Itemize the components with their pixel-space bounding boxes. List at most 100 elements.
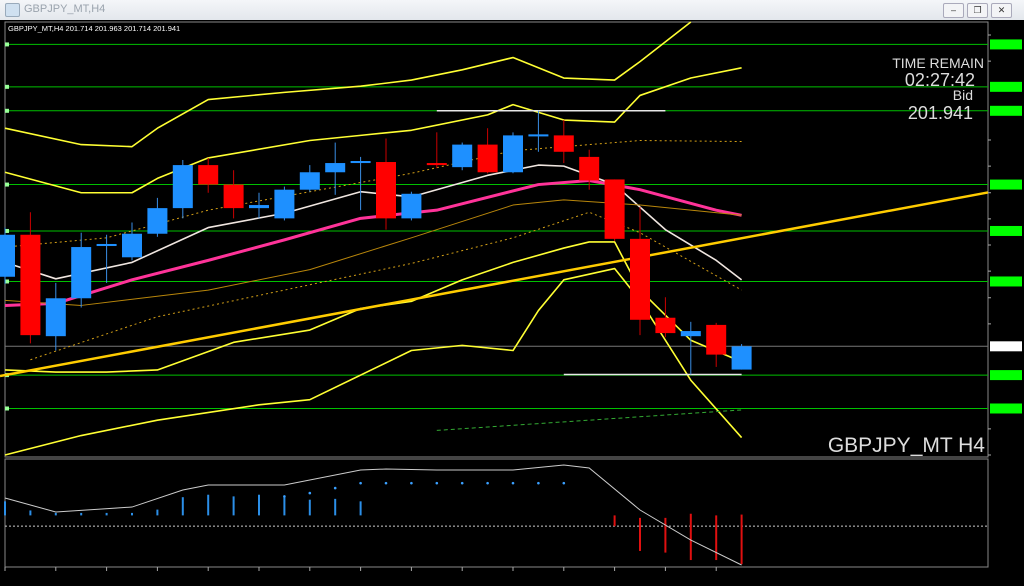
macd-signal-dot xyxy=(537,481,540,485)
candle xyxy=(452,142,473,171)
candle-body xyxy=(477,144,498,173)
candle xyxy=(45,282,66,351)
candle-body xyxy=(299,172,320,190)
candle xyxy=(147,197,168,237)
close-button[interactable]: ✕ xyxy=(991,3,1012,18)
minimize-button[interactable]: – xyxy=(943,3,964,18)
candle xyxy=(0,227,15,284)
candle-body xyxy=(122,233,142,258)
level-anchor xyxy=(5,182,9,187)
candle xyxy=(426,132,447,169)
candle xyxy=(350,156,371,211)
chart-window-icon xyxy=(5,3,20,17)
candle-body xyxy=(401,193,422,219)
bid-value: 201.941 xyxy=(908,103,973,123)
candle-body xyxy=(249,205,269,209)
candle xyxy=(20,212,41,344)
candle xyxy=(223,170,244,219)
level-anchor xyxy=(5,228,9,233)
candle-body xyxy=(20,234,41,336)
candle-body xyxy=(452,144,473,168)
candle-body xyxy=(604,179,625,239)
indicator-band-line xyxy=(4,66,742,194)
trendline xyxy=(0,191,989,378)
candle xyxy=(706,322,727,367)
candle xyxy=(579,149,600,190)
bid-label: Bid xyxy=(953,87,973,103)
level-anchor xyxy=(5,406,9,411)
candle-body xyxy=(71,247,92,299)
candle-body xyxy=(147,208,168,234)
candle xyxy=(655,297,676,338)
candle xyxy=(249,192,269,219)
candle-body xyxy=(503,135,523,173)
level-price-tag xyxy=(990,370,1022,381)
candle-body xyxy=(630,238,650,320)
indicator-dashed-line xyxy=(436,409,742,431)
candle-body xyxy=(706,324,727,355)
level-price-tag xyxy=(990,105,1022,116)
candle xyxy=(122,222,142,261)
candle-body xyxy=(350,161,371,164)
level-anchor xyxy=(5,279,9,284)
candle xyxy=(604,179,625,241)
chart-header-ohlc: GBPJPY_MT,H4 201.714 201.963 201.714 201… xyxy=(8,24,180,33)
candle xyxy=(299,165,320,192)
candle xyxy=(553,120,574,164)
candle-body xyxy=(528,134,549,137)
candle-body xyxy=(376,162,396,219)
candle-body xyxy=(198,165,219,185)
candle xyxy=(630,207,650,336)
macd-signal-dot xyxy=(384,481,388,485)
candle xyxy=(680,321,701,375)
level-anchor xyxy=(5,84,9,89)
macd-signal-dot xyxy=(410,481,413,485)
bid-price-tag xyxy=(990,341,1022,352)
time-remain-label: TIME REMAIN xyxy=(892,55,984,71)
candle-body xyxy=(45,298,66,337)
macd-signal-dot xyxy=(283,495,286,498)
macd-signal-dot xyxy=(435,481,439,485)
level-price-tag xyxy=(990,179,1022,190)
level-price-tag xyxy=(990,276,1022,287)
macd-signal-dot xyxy=(511,481,515,485)
candle xyxy=(325,142,346,195)
window-title: GBPJPY_MT,H4 xyxy=(24,3,106,15)
restore-button[interactable]: ❐ xyxy=(967,3,988,18)
macd-signal-dot xyxy=(308,491,312,495)
window-titlebar: GBPJPY_MT,H4 – ❐ ✕ xyxy=(0,0,1024,20)
candle-body xyxy=(655,317,676,334)
candle xyxy=(528,110,549,152)
candle-body xyxy=(274,189,295,219)
candle-body xyxy=(731,346,752,370)
candle xyxy=(274,186,295,221)
candle xyxy=(477,128,498,174)
candle xyxy=(503,132,523,174)
indicator-fast_ma-line xyxy=(4,164,743,281)
candle-body xyxy=(325,163,346,173)
macd-signal-dot xyxy=(460,481,464,485)
level-anchor xyxy=(5,42,9,47)
candle-body xyxy=(96,243,117,247)
chart-background xyxy=(0,20,1024,586)
symbol-timeframe-label: GBPJPY_MT H4 xyxy=(828,434,985,457)
candle xyxy=(401,191,422,221)
level-price-tag xyxy=(990,81,1022,92)
candle-body xyxy=(223,184,244,209)
level-price-tag xyxy=(990,39,1022,50)
indicator-band-line xyxy=(4,241,742,373)
candle xyxy=(71,232,92,308)
candle xyxy=(172,159,193,219)
macd-signal-dot xyxy=(359,481,362,485)
macd-signal-dot xyxy=(562,481,566,485)
candle xyxy=(731,344,752,370)
candle xyxy=(198,157,219,193)
price-axis xyxy=(989,22,1024,586)
candle xyxy=(376,138,396,230)
candle-body xyxy=(680,331,701,337)
candle-body xyxy=(579,156,600,181)
candle xyxy=(96,234,117,283)
time-remain-value: 02:27:42 xyxy=(905,70,975,90)
level-anchor xyxy=(5,108,9,113)
